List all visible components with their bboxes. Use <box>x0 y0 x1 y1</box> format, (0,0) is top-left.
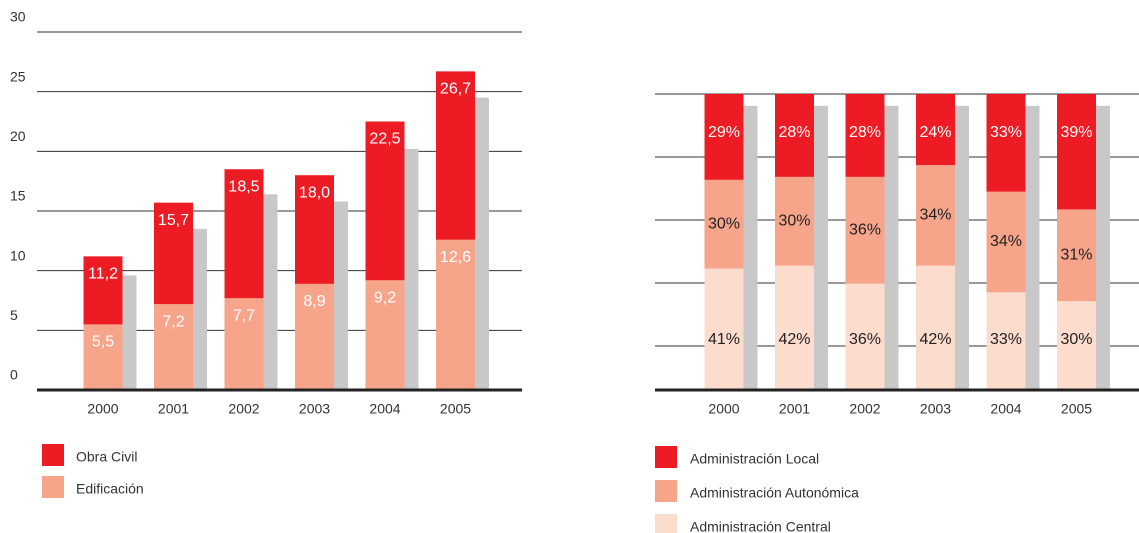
value-label: 7,2 <box>162 313 184 330</box>
bar-segment <box>704 268 744 390</box>
x-tick-label: 2003 <box>920 401 951 417</box>
x-tick-label: 2002 <box>849 401 880 417</box>
bar <box>365 280 405 390</box>
shadow-bar <box>743 105 758 390</box>
shadow-bar <box>263 194 278 390</box>
shadow-bar <box>1096 105 1110 390</box>
bar <box>436 239 475 390</box>
bar-segment <box>845 176 885 284</box>
value-label: 34% <box>919 207 951 224</box>
x-tick-label: 2001 <box>158 401 189 417</box>
legend-swatch <box>655 514 677 533</box>
value-label: 18,0 <box>299 184 330 201</box>
value-label: 30% <box>708 215 740 232</box>
y-tick-label: 25 <box>10 68 26 84</box>
shadow-bar <box>1025 105 1040 390</box>
value-label: 30% <box>1060 331 1092 348</box>
bar-segment <box>916 94 955 166</box>
y-tick-label: 10 <box>10 247 26 263</box>
shadow-bar <box>814 105 828 390</box>
y-tick-label: 5 <box>10 307 18 323</box>
value-label: 33% <box>990 124 1022 141</box>
bar-segment <box>986 292 1026 390</box>
bar-segment <box>986 191 1026 293</box>
value-label: 15,7 <box>158 212 189 229</box>
bar-segment <box>916 165 955 266</box>
value-label: 33% <box>990 331 1022 348</box>
bar-segment <box>845 94 885 177</box>
legend-swatch <box>655 480 677 502</box>
value-label: 28% <box>778 124 810 141</box>
x-tick-label: 2000 <box>708 401 739 417</box>
x-tick-label: 2004 <box>369 401 400 417</box>
x-tick-label: 2005 <box>440 401 471 417</box>
value-label: 39% <box>1060 124 1092 141</box>
legend-swatch <box>42 444 64 466</box>
bar-segment <box>704 94 744 180</box>
value-label: 12,6 <box>440 249 471 266</box>
bar-segment <box>916 265 955 390</box>
shadow-bar <box>475 97 489 390</box>
legend-swatch <box>655 446 677 468</box>
bar <box>295 283 334 390</box>
bar-segment <box>775 176 814 266</box>
value-label: 34% <box>990 233 1022 250</box>
bar <box>224 298 264 390</box>
value-label: 24% <box>919 124 951 141</box>
value-label: 9,2 <box>374 289 396 306</box>
shadow-bar <box>122 275 137 390</box>
y-tick-label: 30 <box>10 9 26 25</box>
x-tick-label: 2001 <box>779 401 810 417</box>
x-tick-label: 2000 <box>87 401 118 417</box>
shadow-bar <box>404 148 419 390</box>
legend-label: Edificación <box>76 481 144 497</box>
value-label: 28% <box>849 124 881 141</box>
value-label: 18,5 <box>228 178 259 195</box>
x-tick-label: 2005 <box>1061 401 1092 417</box>
value-label: 30% <box>778 212 810 229</box>
legend-label: Administración Local <box>690 451 819 467</box>
value-label: 36% <box>849 221 881 238</box>
value-label: 42% <box>919 331 951 348</box>
x-tick-label: 2002 <box>228 401 259 417</box>
y-tick-label: 15 <box>10 188 26 204</box>
bar-segment <box>986 94 1026 192</box>
value-label: 42% <box>778 331 810 348</box>
shadow-bar <box>334 201 348 390</box>
bar-segment <box>1057 301 1096 390</box>
x-tick-label: 2003 <box>299 401 330 417</box>
value-label: 26,7 <box>440 81 471 98</box>
bar-segment <box>704 179 744 269</box>
shadow-bar <box>193 228 207 390</box>
shadow-bar <box>955 105 969 390</box>
value-label: 22,5 <box>369 131 400 148</box>
value-label: 8,9 <box>303 293 325 310</box>
value-label: 36% <box>849 331 881 348</box>
bar-segment <box>775 94 814 177</box>
bar <box>83 324 123 390</box>
value-label: 29% <box>708 124 740 141</box>
bar-segment <box>775 265 814 390</box>
value-label: 11,2 <box>88 266 118 283</box>
value-label: 5,5 <box>92 334 114 351</box>
bar-segment <box>1057 94 1096 210</box>
bar <box>154 304 193 390</box>
bar-segment <box>845 283 885 390</box>
legend-label: Administración Autonómica <box>690 485 859 501</box>
x-tick-label: 2004 <box>990 401 1021 417</box>
value-label: 41% <box>708 331 740 348</box>
y-tick-label: 0 <box>10 367 18 383</box>
value-label: 31% <box>1060 247 1092 264</box>
bar-segment <box>1057 209 1096 302</box>
legend-swatch <box>42 476 64 498</box>
value-label: 7,7 <box>233 307 255 324</box>
legend-label: Administración Central <box>690 519 831 533</box>
y-tick-label: 20 <box>10 128 26 144</box>
shadow-bar <box>884 105 899 390</box>
legend-label: Obra Civil <box>76 449 137 465</box>
